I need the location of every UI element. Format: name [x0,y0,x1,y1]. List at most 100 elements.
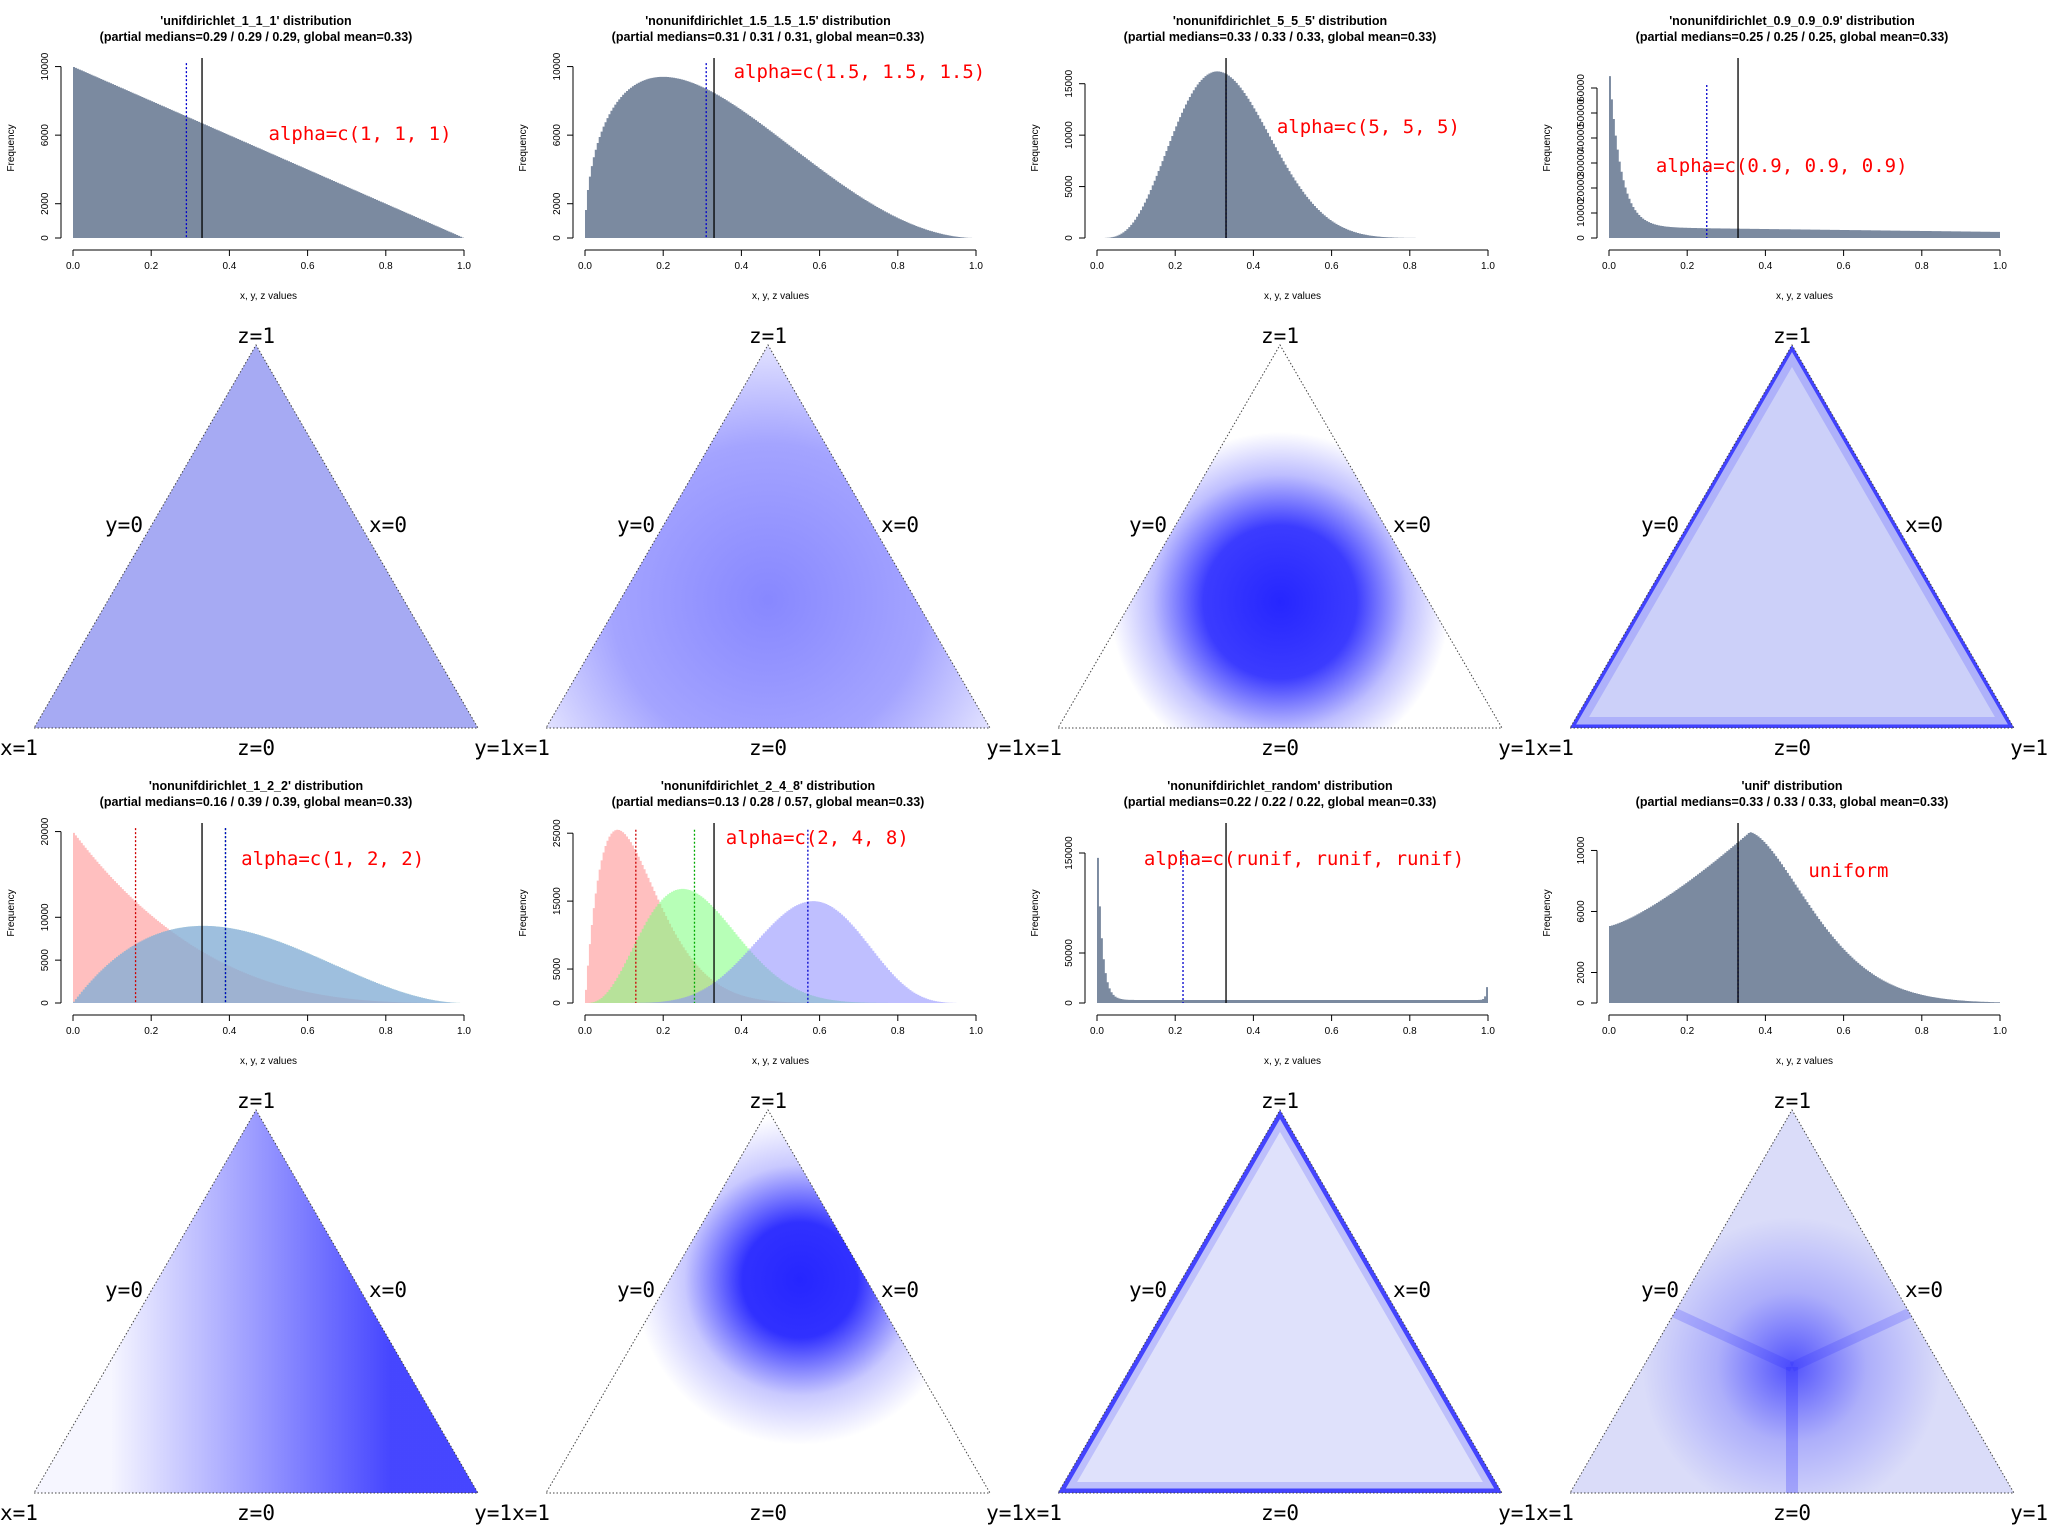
x-tick-label: 0.4 [222,1026,236,1037]
histogram-bars [1097,71,1488,238]
annotation: alpha=c(1, 1, 1) [269,123,452,145]
y-tick-label: 20000 [40,817,51,845]
x-tick-label: 0.6 [1837,1026,1851,1037]
chart-title: 'nonunifdirichlet_1_2_2' distribution [148,779,364,793]
simplex-density [546,345,990,728]
y-tick-label: 2000 [40,192,51,215]
x-tick-label: 0.4 [1246,261,1260,272]
simplex-density [1570,345,2014,728]
label-bottom-right: y=1 [474,1501,512,1525]
chart-title: 'nonunifdirichlet_5_5_5' distribution [1172,14,1388,28]
label-top: z=1 [1773,1089,1811,1113]
y-tick-label: 0 [1576,235,1587,241]
annotation: alpha=c(5, 5, 5) [1277,116,1460,138]
label-bottom: z=0 [237,1501,275,1525]
x-tick-label: 1.0 [1993,1026,2007,1037]
y-tick-label: 5000 [1064,175,1075,198]
chart-svg: 0.0 0.2 0.4 0.6 0.8 1.0 x, y, z values 0 2000 600… [1536,823,2048,1525]
label-bottom-left: x=1 [1024,736,1062,760]
y-axis-label: Frequency [6,124,17,171]
x-tick-label: 0.8 [1403,1026,1417,1037]
label-right-side: x=0 [881,1278,919,1302]
chart-svg: 0.0 0.2 0.4 0.6 0.8 1.0 x, y, z values 0 2000 600… [0,52,512,760]
label-bottom-left: x=1 [0,1501,38,1525]
x-tick-label: 0.2 [656,1026,670,1037]
label-right-side: x=0 [1393,1278,1431,1302]
y-axis-label: Frequency [1030,889,1041,936]
x-tick-label: 0.8 [379,1026,393,1037]
y-tick-label: 50000 [1576,99,1587,127]
label-bottom-right: y=1 [474,736,512,760]
x-tick-label: 0.2 [144,261,158,272]
y-axis-label: Frequency [6,889,17,936]
y-tick-label: 10000 [1576,836,1587,864]
label-bottom-left: x=1 [512,1501,550,1525]
simplex-outline [1057,1109,1503,1494]
y-axis-label: Frequency [518,124,529,171]
x-tick-label: 0.0 [1090,261,1104,272]
y-tick-label: 6000 [1576,900,1587,923]
x-tick-label: 0.0 [1602,1026,1616,1037]
chart-panel-5: 'nonunifdirichlet_1_2_2' distribution (pa… [0,765,512,1530]
y-tick-label: 2000 [1576,961,1587,984]
label-bottom-right: y=1 [1498,736,1536,760]
histogram-bars [585,76,976,238]
label-top: z=1 [237,324,275,348]
y-tick-label: 10000 [40,903,51,931]
y-tick-label: 15000 [1064,69,1075,97]
x-tick-label: 0.8 [891,1026,905,1037]
label-right-side: x=0 [1393,513,1431,537]
chart-panel-8: 'unif' distribution (partial medians=0.33… [1536,765,2048,1530]
x-tick-label: 0.0 [1090,1026,1104,1037]
label-bottom: z=0 [749,736,787,760]
label-bottom-right: y=1 [2010,1501,2048,1525]
histogram-series-3 [73,925,464,1003]
y-tick-label: 0 [1064,1000,1075,1006]
annotation: alpha=c(1, 2, 2) [241,848,424,870]
x-axis-label: x, y, z values [1264,1056,1321,1067]
chart-svg: 0.0 0.2 0.4 0.6 0.8 1.0 x, y, z values 0 5000 150… [512,819,1024,1525]
label-right-side: x=0 [1905,513,1943,537]
label-left-side: y=0 [1641,1278,1679,1302]
label-bottom-left: x=1 [1536,1501,1574,1525]
y-tick-label: 30000 [1576,149,1587,177]
y-tick-label: 25000 [552,819,563,847]
simplex-density [546,1110,990,1493]
x-axis-label: x, y, z values [1776,1056,1833,1067]
x-tick-label: 0.4 [222,261,236,272]
simplex-outline [1057,344,1503,729]
chart-subtitle: (partial medians=0.13 / 0.28 / 0.57, glo… [611,795,925,809]
y-tick-label: 50000 [1064,939,1075,967]
chart-svg: 0.0 0.2 0.4 0.6 0.8 1.0 x, y, z values 0 5000 100… [1024,58,1536,760]
chart-subtitle: (partial medians=0.25 / 0.25 / 0.25, glo… [1635,30,1949,44]
y-axis-label: Frequency [1030,124,1041,171]
x-tick-label: 0.6 [1325,1026,1339,1037]
x-tick-label: 0.6 [1325,261,1339,272]
simplex-density [34,345,478,728]
x-tick-label: 0.6 [301,1026,315,1037]
chart-title: 'unif' distribution [1741,779,1843,793]
label-top: z=1 [1261,1089,1299,1113]
x-axis-label: x, y, z values [752,1056,809,1067]
x-tick-label: 0.2 [1168,261,1182,272]
x-tick-label: 1.0 [1481,261,1495,272]
y-tick-label: 0 [40,1000,51,1006]
x-tick-label: 0.6 [813,1026,827,1037]
simplex-density [1570,1110,2014,1493]
x-tick-label: 0.2 [656,261,670,272]
x-tick-label: 0.8 [1915,261,1929,272]
x-tick-label: 0.2 [1168,1026,1182,1037]
x-axis-label: x, y, z values [1776,291,1833,302]
label-bottom: z=0 [1773,1501,1811,1525]
label-left-side: y=0 [617,1278,655,1302]
chart-subtitle: (partial medians=0.33 / 0.33 / 0.33, glo… [1123,30,1437,44]
histogram-bars [1609,832,2000,1003]
x-tick-label: 0.6 [301,261,315,272]
x-tick-label: 0.0 [1602,261,1616,272]
chart-panel-7: 'nonunifdirichlet_random' distribution (p… [1024,765,1536,1530]
x-tick-label: 0.8 [1403,261,1417,272]
label-bottom-right: y=1 [986,736,1024,760]
y-tick-label: 2000 [552,192,563,215]
label-top: z=1 [1261,324,1299,348]
label-right-side: x=0 [1905,1278,1943,1302]
